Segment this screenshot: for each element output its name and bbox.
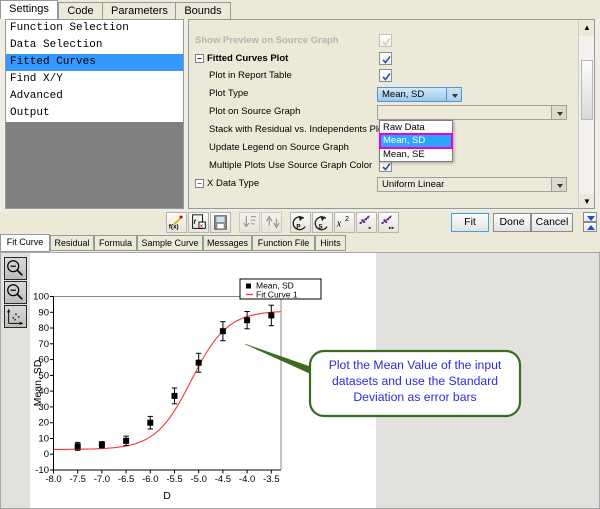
svg-text:P: P [296,223,300,230]
svg-text:-6.0: -6.0 [142,474,158,485]
svg-text:-5.5: -5.5 [166,474,182,485]
svg-text:90: 90 [38,307,49,318]
svg-text:Fit Curve 1: Fit Curve 1 [256,290,298,300]
svg-text:x: x [336,219,342,230]
svg-text:f: f [194,219,197,226]
svg-text:x: x [200,223,203,229]
svg-text:20: 20 [38,418,49,429]
svg-text:S: S [318,223,322,230]
svg-text:80: 80 [38,323,49,334]
svg-text:2: 2 [345,214,349,223]
svg-text:-4.0: -4.0 [239,474,255,485]
svg-text:D: D [163,490,171,502]
svg-text:-7.0: -7.0 [94,474,110,485]
svg-text:0: 0 [44,449,49,460]
svg-text:-5.0: -5.0 [191,474,207,485]
svg-text:Mean, SD: Mean, SD [32,359,44,406]
svg-text:70: 70 [38,339,49,350]
svg-text:100: 100 [33,292,49,303]
svg-text:10: 10 [38,434,49,445]
svg-text:-6.5: -6.5 [118,474,134,485]
svg-text:-4.5: -4.5 [215,474,231,485]
svg-text:-7.5: -7.5 [70,474,86,485]
svg-text:-3.5: -3.5 [263,474,279,485]
svg-text:-8.0: -8.0 [45,474,61,485]
